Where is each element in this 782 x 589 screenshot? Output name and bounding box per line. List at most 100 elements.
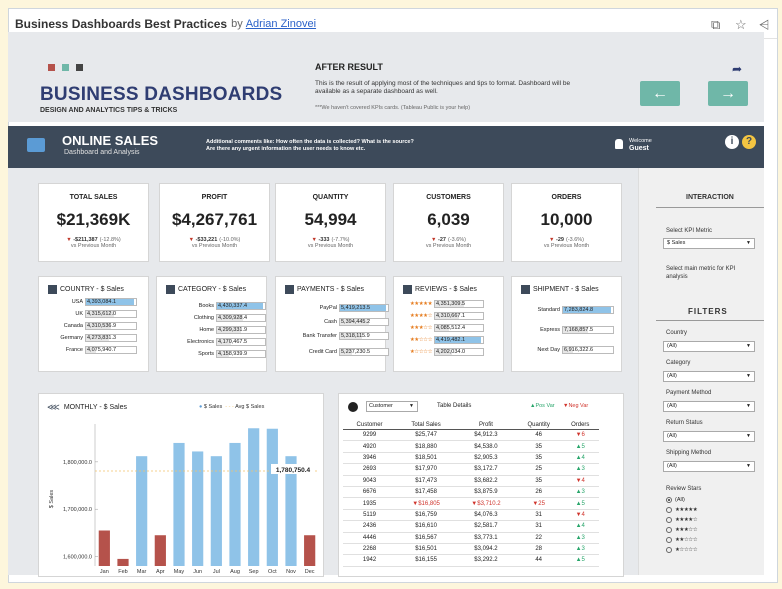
bar-sep[interactable] bbox=[248, 428, 260, 566]
table-row[interactable]: 4446 $16,567 $3,773.1 22 ▲3 bbox=[343, 532, 599, 544]
dimension-bar-fill bbox=[86, 310, 114, 317]
dimension-row[interactable]: ★★☆☆☆ 4,419,482.1 bbox=[398, 335, 484, 344]
table-row[interactable]: 3946 $18,501 $2,905.3 35 ▲4 bbox=[343, 452, 599, 465]
bar-oct[interactable] bbox=[266, 428, 278, 566]
dimension-row[interactable]: Cash 5,394,445.2 bbox=[280, 317, 389, 326]
dimension-row[interactable]: ★★★★★ 4,351,309.5 bbox=[398, 299, 484, 308]
x-tick-label: Sep bbox=[249, 569, 259, 575]
dimension-row[interactable]: ★★★★☆ 4,310,667.1 bbox=[398, 311, 484, 320]
table-row[interactable]: 4920 $18,880 $4,538.0 35 ▲5 bbox=[343, 440, 599, 453]
bar-apr[interactable] bbox=[154, 535, 166, 566]
bar-jul[interactable] bbox=[210, 456, 222, 566]
table-header[interactable]: Profit bbox=[456, 421, 516, 430]
kpi-card[interactable]: QUANTITY 54,994 ▼ -333 (-7.7%) vs Previous M… bbox=[275, 183, 386, 262]
kpi-title: ORDERS bbox=[551, 194, 582, 201]
table-row[interactable]: 2436 $16,610 $2,581.7 31 ▲4 bbox=[343, 520, 599, 533]
filter-select[interactable]: (All) ▼ bbox=[663, 401, 755, 412]
bar-may[interactable] bbox=[173, 442, 185, 566]
kpi-metric-label: Select KPI Metric bbox=[666, 228, 713, 234]
dimension-row[interactable]: UK 4,315,612.0 bbox=[43, 309, 137, 318]
table-header[interactable]: Customer bbox=[343, 421, 397, 430]
review-radio[interactable]: ★★★★☆ bbox=[666, 517, 698, 523]
dimension-row[interactable]: ★★★☆☆ 4,085,512.4 bbox=[398, 323, 484, 332]
briefcase-icon bbox=[27, 138, 45, 152]
table-header[interactable]: Orders bbox=[561, 421, 599, 430]
dimension-row-label: Sports bbox=[198, 350, 214, 357]
dimension-row[interactable]: Standard 7,283,824.8 bbox=[516, 305, 614, 314]
author-link[interactable]: Adrian Zinovei bbox=[245, 17, 317, 30]
legend-pos-var: ▲Pos Var bbox=[530, 403, 555, 409]
table-row[interactable]: 5119 $16,759 $4,076.3 31 ▼4 bbox=[343, 509, 599, 522]
star-icon[interactable]: ☆ bbox=[735, 17, 747, 32]
share-icon[interactable]: ⩤ bbox=[759, 17, 770, 32]
dimension-row[interactable]: France 4,075,940.7 bbox=[43, 345, 137, 354]
copy-icon[interactable]: ⧉ bbox=[711, 17, 721, 32]
table-row[interactable]: 9043 $17,473 $3,682.2 35 ▼4 bbox=[343, 475, 599, 487]
dimension-row[interactable]: Home 4,299,331.9 bbox=[161, 325, 266, 334]
radio-icon bbox=[666, 547, 672, 553]
table-cell: $16,567 bbox=[396, 532, 457, 544]
kpi-card[interactable]: TOTAL SALES $21,369K ▼ -$211,387 (-12.8%) vs… bbox=[38, 183, 149, 262]
down-arrow-icon: ▼ bbox=[431, 237, 438, 243]
bar-aug[interactable] bbox=[229, 442, 241, 566]
bar-mar[interactable] bbox=[136, 456, 148, 566]
dimension-row[interactable]: Electronics 4,170,467.5 bbox=[161, 337, 266, 346]
dimension-row[interactable]: Sports 4,158,939.9 bbox=[161, 349, 266, 358]
kpi-card[interactable]: ORDERS 10,000 ▼ -29 (-3.6%) vs Previous Mont… bbox=[511, 183, 622, 262]
kpi-metric-select[interactable]: $ Sales ▼ bbox=[663, 238, 755, 249]
dimension-bar-value: 7,283,824.8 bbox=[564, 306, 594, 313]
help-icon[interactable]: ? bbox=[742, 135, 756, 149]
dimension-row[interactable]: ★☆☆☆☆ 4,202,034.0 bbox=[398, 347, 484, 356]
dimension-row[interactable]: Express 7,168,857.5 bbox=[516, 325, 614, 334]
dimension-row[interactable]: Credit Card 5,237,230.5 bbox=[280, 347, 389, 356]
dimension-row[interactable]: Germany 4,273,831.3 bbox=[43, 333, 137, 342]
table-dimension-select[interactable]: Customer ▼ bbox=[366, 401, 418, 412]
table-header[interactable]: Quantity bbox=[515, 421, 562, 430]
table-cell: $17,458 bbox=[396, 486, 457, 499]
dimension-row[interactable]: USA 4,393,084.1 bbox=[43, 297, 137, 306]
table-cell: $17,970 bbox=[396, 463, 457, 476]
next-button[interactable]: → bbox=[708, 81, 748, 106]
table-row[interactable]: 1942 $16,155 $3,292.2 44 ▲5 bbox=[343, 554, 599, 567]
dimension-bar: 5,394,445.2 bbox=[339, 317, 389, 326]
dimension-row[interactable]: Next Day 6,916,322.6 bbox=[516, 345, 614, 354]
color-square-teal bbox=[62, 64, 69, 71]
bar-dec[interactable] bbox=[304, 535, 316, 566]
review-radio[interactable]: ★★★★★ bbox=[666, 507, 698, 513]
table-cell: $18,880 bbox=[396, 440, 457, 453]
table-row[interactable]: 2693 $17,970 $3,172.7 25 ▲3 bbox=[343, 463, 599, 476]
kpi-card[interactable]: CUSTOMERS 6,039 ▼ -27 (-3.6%) vs Previous Mo… bbox=[393, 183, 504, 262]
dimension-row[interactable]: Bank Transfer 5,318,115.9 bbox=[280, 331, 389, 340]
dimension-row-label: ★★★☆☆ bbox=[409, 324, 433, 331]
bar-feb[interactable] bbox=[117, 558, 129, 566]
kpi-delta-pct: (-12.8%) bbox=[99, 237, 121, 243]
filter-select[interactable]: (All) ▼ bbox=[663, 341, 755, 352]
dimension-bar-fill bbox=[563, 346, 573, 353]
filter-select[interactable]: (All) ▼ bbox=[663, 431, 755, 442]
bar-nov[interactable] bbox=[285, 456, 297, 566]
bar-jan[interactable] bbox=[98, 530, 110, 567]
review-radio[interactable]: ★★☆☆☆ bbox=[666, 537, 698, 543]
bar-jun[interactable] bbox=[192, 451, 204, 566]
review-radio[interactable]: ★☆☆☆☆ bbox=[666, 547, 698, 553]
share-arrow-icon[interactable]: ➦ bbox=[732, 62, 743, 76]
kpi-card[interactable]: PROFIT $4,267,761 ▼ -$33,221 (-10.0%) vs Pre… bbox=[159, 183, 270, 262]
dimension-bar-fill bbox=[217, 314, 244, 321]
dimension-row[interactable]: Books 4,430,337.4 bbox=[161, 301, 266, 310]
dimension-row[interactable]: PayPal 5,419,213.5 bbox=[280, 303, 389, 312]
review-radio[interactable]: (All) bbox=[666, 497, 685, 503]
info-icon[interactable]: i bbox=[725, 135, 739, 149]
table-row[interactable]: 1935 ▼$16,805 ▼$3,710.2 ▼25 ▲5 bbox=[343, 497, 599, 510]
table-row[interactable]: 6676 $17,458 $3,875.9 26 ▲3 bbox=[343, 486, 599, 499]
filter-select[interactable]: (All) ▼ bbox=[663, 371, 755, 382]
dimension-bar: 4,310,667.1 bbox=[434, 311, 484, 320]
dimension-row[interactable]: Canada 4,310,536.9 bbox=[43, 321, 137, 330]
review-radio[interactable]: ★★★☆☆ bbox=[666, 527, 698, 533]
dimension-row[interactable]: Clothing 4,309,928.4 bbox=[161, 313, 266, 322]
filter-select[interactable]: (All) ▼ bbox=[663, 461, 755, 472]
table-row[interactable]: 9299 $25,747 $4,912.3 46 ▼6 bbox=[343, 429, 599, 442]
prev-button[interactable]: ← bbox=[640, 81, 680, 106]
legend-sales: $ Sales bbox=[203, 404, 223, 410]
table-header[interactable]: Total Sales bbox=[396, 421, 457, 430]
table-row[interactable]: 2268 $16,501 $3,094.2 28 ▲3 bbox=[343, 543, 599, 556]
